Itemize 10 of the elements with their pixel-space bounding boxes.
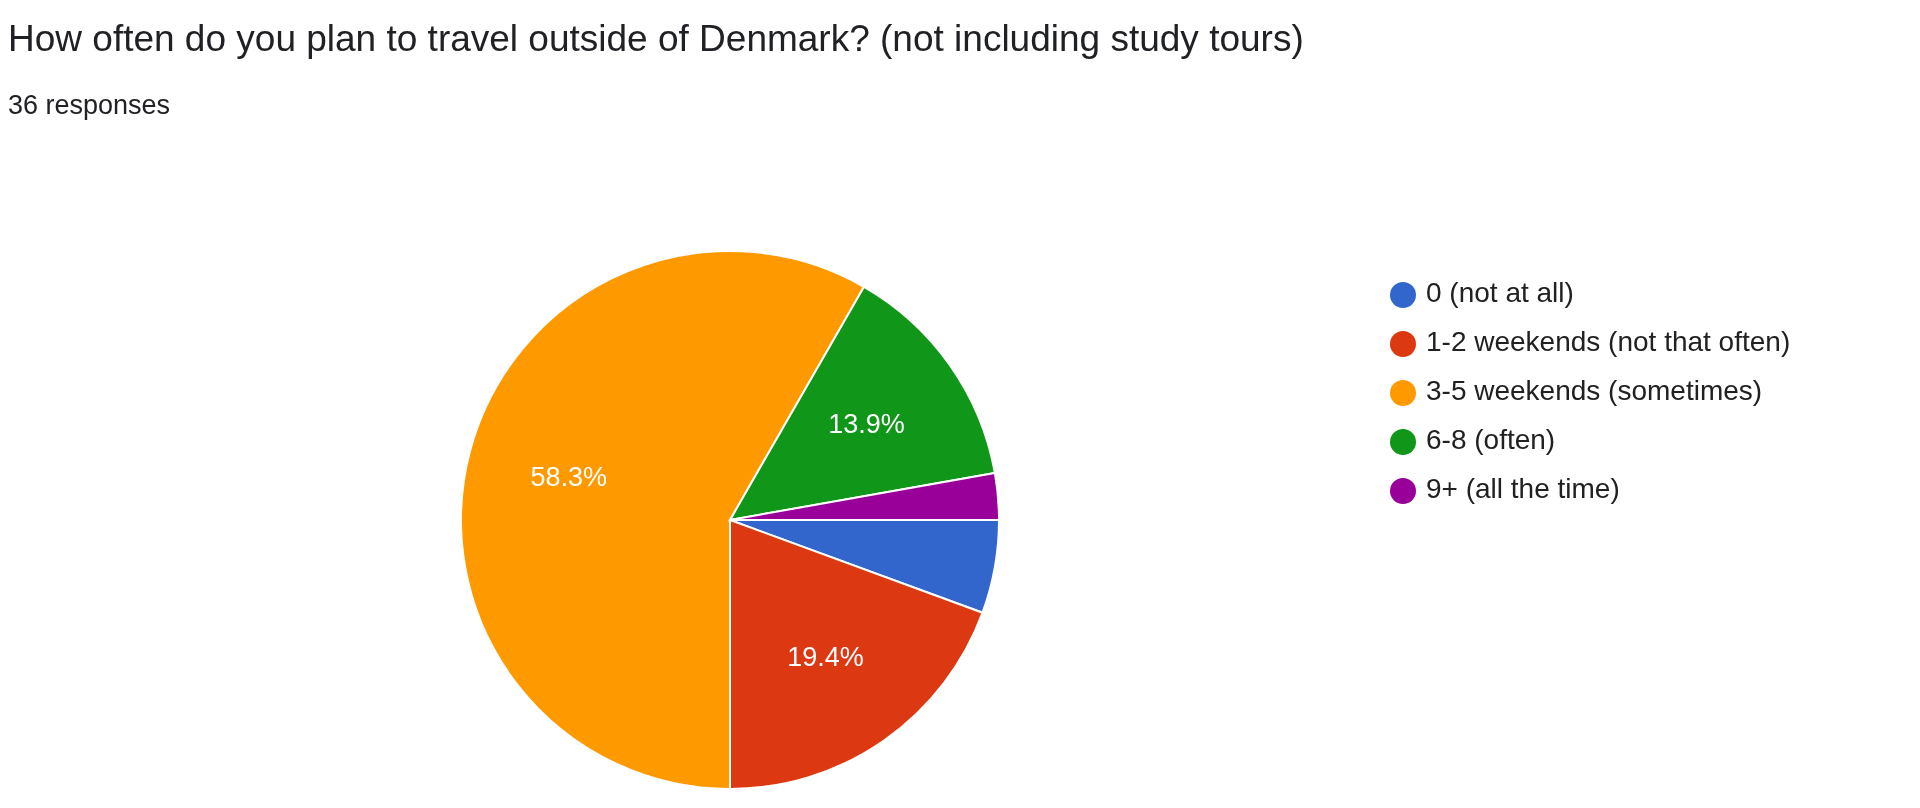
data-label: 19.4% <box>787 641 864 672</box>
legend-label: 6-8 (often) <box>1426 424 1556 455</box>
legend-label: 9+ (all the time) <box>1426 473 1620 504</box>
data-label: 58.3% <box>530 462 608 492</box>
legend-label: 1-2 weekends (not that often) <box>1426 326 1791 357</box>
legend-label: 0 (not at all) <box>1426 277 1574 308</box>
text: 36 responses <box>8 90 172 121</box>
legend-label: 3-5 weekends (sometimes) <box>1426 375 1763 406</box>
chart-title: How often do you plan to travel outside of Denmark? (not including study tours) <box>8 17 1305 60</box>
data-label: 13.9% <box>828 409 905 440</box>
